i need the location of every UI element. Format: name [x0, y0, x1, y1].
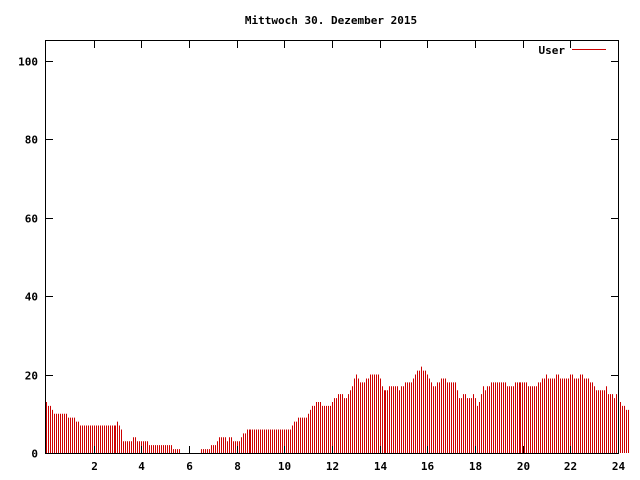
y-tick-label: 100 — [18, 56, 38, 69]
y-tick-label: 0 — [31, 448, 38, 461]
chart-title: Mittwoch 30. Dezember 2015 — [245, 14, 417, 27]
x-tick-label: 6 — [186, 460, 193, 473]
bar-series-user — [46, 366, 629, 453]
x-tick-label: 24 — [612, 460, 626, 473]
x-tick-label: 16 — [421, 460, 435, 473]
x-tick-label: 14 — [374, 460, 388, 473]
legend: User — [539, 44, 606, 57]
x-tick-label: 10 — [278, 460, 291, 473]
y-tick-label: 20 — [25, 370, 38, 383]
x-tick-label: 12 — [326, 460, 339, 473]
y-axis: 0 20 40 60 80 100 — [18, 56, 618, 461]
x-tick-label: 4 — [138, 460, 145, 473]
y-tick-label: 40 — [25, 291, 38, 304]
x-axis: 2 4 6 8 10 12 14 16 18 20 22 24 — [91, 41, 625, 473]
legend-label-user: User — [539, 44, 566, 57]
x-tick-label: 18 — [469, 460, 482, 473]
x-tick-label: 20 — [517, 460, 530, 473]
y-tick-label: 60 — [25, 213, 38, 226]
x-tick-label: 2 — [91, 460, 98, 473]
y-tick-label: 80 — [25, 134, 38, 147]
x-tick-label: 8 — [234, 460, 241, 473]
x-tick-label: 22 — [564, 460, 577, 473]
plot-frame — [45, 40, 619, 454]
